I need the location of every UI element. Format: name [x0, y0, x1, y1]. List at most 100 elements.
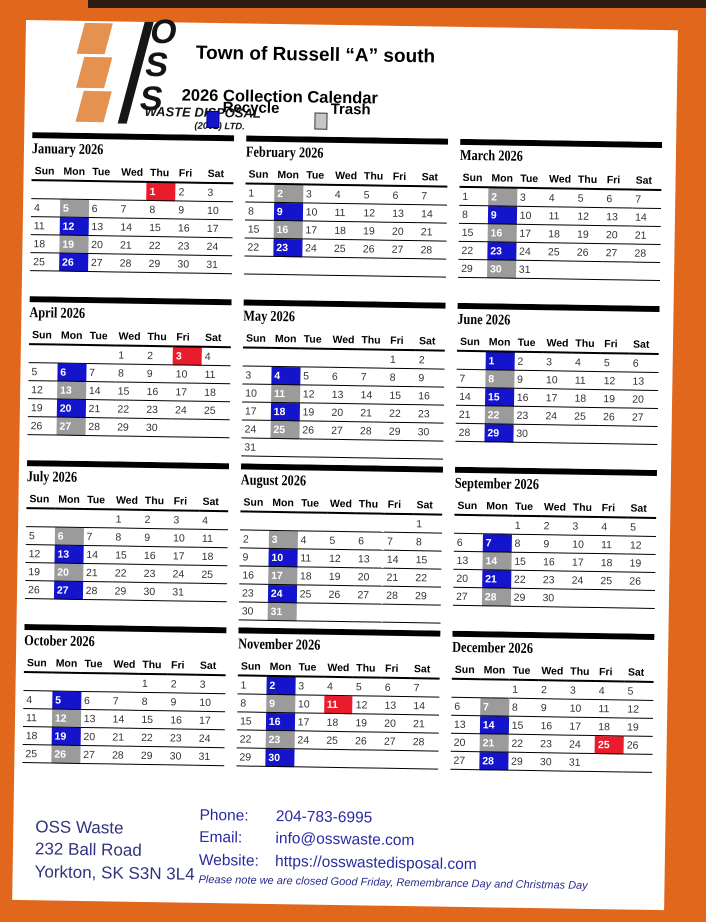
day-cell: 26 — [626, 571, 656, 591]
day-cell: 19 — [626, 554, 656, 573]
day-cell: 11 — [597, 535, 628, 555]
day-cell: 11 — [545, 206, 575, 226]
legend-recycle-label: Recycle — [222, 99, 280, 117]
day-header: Wed — [540, 499, 570, 517]
day-cell: 5 — [624, 681, 654, 701]
day-header: Fri — [170, 493, 200, 511]
day-cell: 9 — [141, 528, 171, 547]
trash-day-cell: 14 — [482, 551, 512, 571]
day-cell — [631, 262, 661, 281]
day-cell: 8 — [146, 200, 176, 219]
day-cell — [411, 604, 441, 624]
month-november: November 2026 Sun Mon Tue Wed Thu Fri Sat 1 2 3 4 5 6… — [236, 627, 441, 794]
day-cell: 29 — [458, 259, 488, 278]
day-cell: 19 — [573, 225, 604, 244]
month-table: Sun Mon Tue Wed Thu Fri Sat 1 2 3 4 5 6 7 8 9 10 11 12 13 14… — [238, 494, 443, 624]
day-cell: 25 — [544, 242, 574, 262]
day-cell: 2 — [537, 680, 568, 700]
day-cell: 14 — [383, 550, 413, 569]
day-header: Mon — [266, 658, 296, 677]
day-cell: 28 — [85, 417, 115, 436]
day-header: Tue — [303, 167, 333, 185]
day-cell — [270, 438, 300, 457]
day-cell: 14 — [631, 208, 662, 227]
month-title: August 2026 — [240, 472, 307, 490]
day-cell — [382, 604, 412, 623]
day-cell: 6 — [629, 353, 659, 373]
day-cell — [60, 180, 90, 200]
day-cell: 14 — [83, 545, 113, 564]
day-cell: 25 — [597, 571, 627, 590]
recycle-day-cell: 20 — [56, 399, 86, 418]
email-value: info@osswaste.com — [275, 830, 415, 850]
day-cell: 3 — [566, 680, 596, 700]
company-name: OSS Waste — [35, 817, 124, 838]
day-cell: 12 — [626, 536, 656, 555]
day-cell: 20 — [629, 390, 659, 409]
trash-day-cell: 8 — [485, 369, 515, 389]
day-cell: 12 — [360, 203, 390, 223]
day-header: Wed — [543, 335, 573, 353]
day-cell — [268, 511, 298, 531]
day-cell: 27 — [80, 745, 110, 764]
day-cell: 30 — [238, 601, 268, 621]
day-cell: 6 — [389, 185, 419, 205]
recycle-day-cell: 21 — [481, 569, 512, 589]
day-cell: 27 — [452, 587, 482, 606]
week-row: 30 31 — [238, 601, 441, 624]
day-cell: 7 — [410, 678, 440, 698]
week-row: 26 27 28 29 30 — [27, 416, 230, 438]
day-cell: 17 — [542, 388, 572, 408]
day-cell: 1 — [138, 673, 168, 693]
day-cell: 6 — [328, 367, 358, 386]
day-cell: 18 — [545, 224, 575, 244]
city-address: Yorkton, SK S3N 3L4 — [34, 862, 195, 884]
day-header: Sat — [204, 165, 234, 184]
day-header: Tue — [517, 170, 547, 189]
day-header: Mon — [483, 498, 513, 516]
day-cell: 16 — [513, 388, 543, 407]
day-cell — [353, 603, 384, 623]
day-header: Fri — [389, 168, 419, 187]
day-cell — [244, 255, 274, 275]
day-cell — [23, 672, 53, 691]
day-header: Sat — [410, 661, 440, 679]
day-cell: 1 — [237, 675, 267, 695]
day-cell: 19 — [359, 221, 390, 241]
trash-swatch-icon — [314, 112, 328, 130]
day-cell: 12 — [624, 699, 654, 719]
week-row: 25 26 27 28 29 30 31 — [22, 744, 225, 766]
day-cell: 24 — [203, 237, 233, 256]
legend-recycle: Recycle — [206, 99, 279, 129]
day-cell — [197, 583, 228, 602]
phone-label: Phone: — [199, 806, 249, 825]
day-cell — [330, 257, 360, 276]
day-cell — [26, 508, 56, 528]
day-cell: 23 — [414, 404, 445, 424]
month-table: Sun Mon Tue Wed Thu Fri Sat 1 2 3 4 5 6 7 8 9 10 11 12 13 14… — [22, 655, 226, 766]
day-header: Wed — [538, 663, 568, 681]
day-cell: 27 — [628, 408, 658, 427]
day-header: Tue — [514, 334, 544, 353]
day-cell: 7 — [456, 369, 486, 388]
day-cell: 10 — [196, 693, 226, 712]
day-cell: 14 — [117, 217, 147, 237]
day-cell: 16 — [239, 565, 269, 585]
day-cell: 16 — [143, 382, 173, 401]
day-cell: 9 — [175, 200, 205, 220]
month-table: Sun Mon Tue Wed Thu Fri Sat 1 2 3 4 5 6 7 8 9 10 11 12 13 14… — [244, 166, 448, 278]
recycle-day-cell: 4 — [271, 366, 301, 385]
month-october: October 2026 Sun Mon Tue Wed Thu Fri Sat 1 2 3 4 5 6 7… — [22, 624, 227, 791]
day-cell: 19 — [623, 717, 654, 737]
phone-value: 204-783-6995 — [275, 808, 373, 827]
day-cell: 31 — [241, 437, 271, 457]
day-cell: 22 — [236, 729, 266, 749]
day-cell: 20 — [602, 225, 632, 245]
day-cell: 4 — [331, 184, 361, 204]
day-cell: 10 — [569, 535, 599, 554]
day-cell: 3 — [295, 676, 325, 696]
day-cell — [385, 440, 415, 459]
trash-day-cell: 21 — [479, 733, 509, 753]
day-cell — [380, 750, 410, 769]
day-cell: 18 — [22, 726, 52, 745]
